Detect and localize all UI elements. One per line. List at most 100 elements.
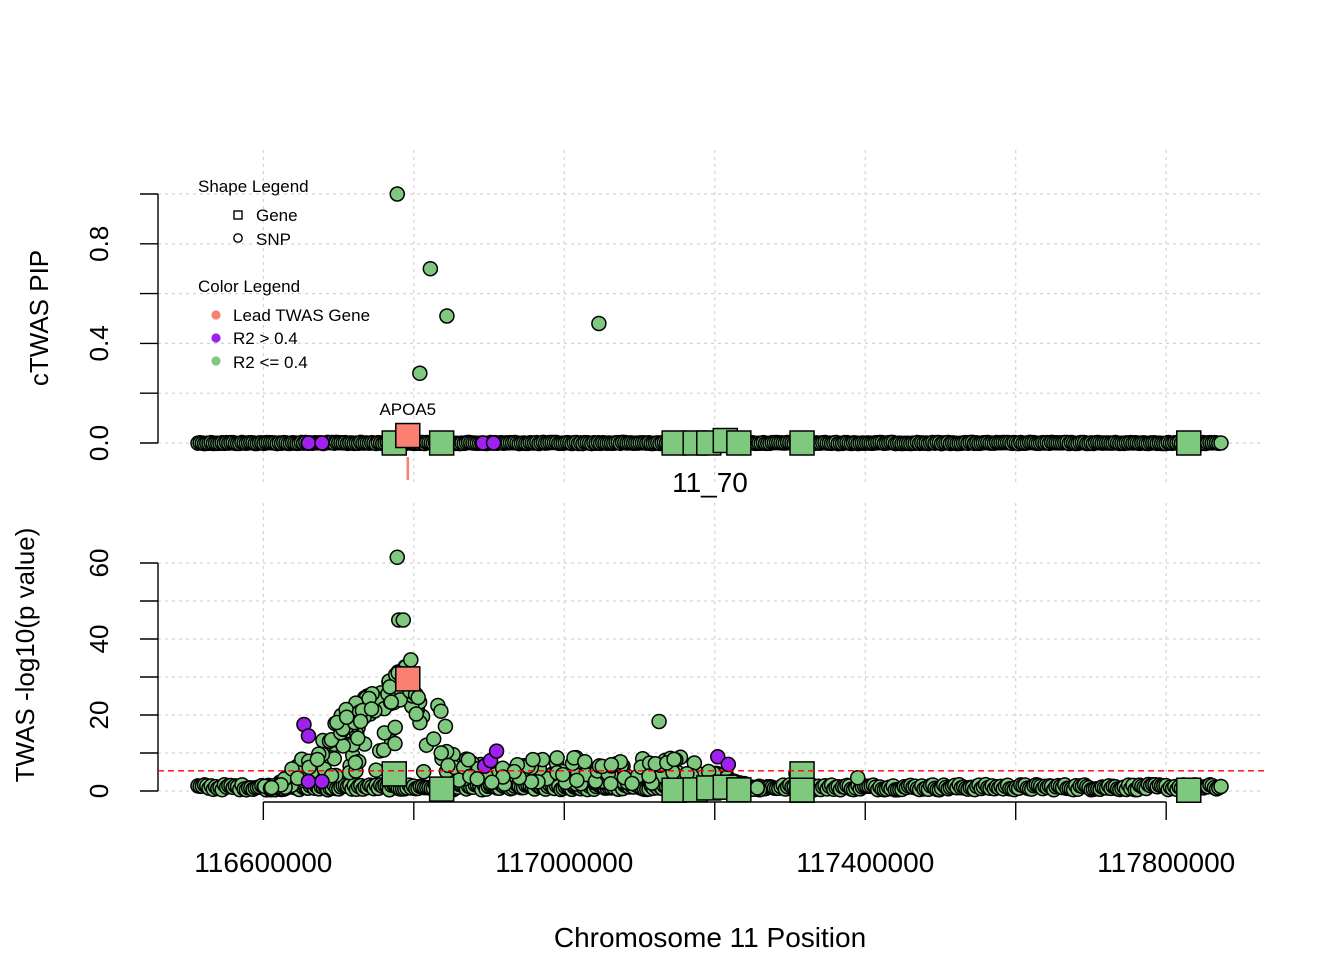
twas-points [190, 549, 1229, 803]
twas-high-r2-snp [720, 756, 737, 773]
twas-snp [375, 742, 392, 758]
twas-peak-snp [363, 701, 380, 717]
twas-peak-snp [383, 694, 400, 710]
twas-snp [425, 731, 442, 747]
twas-peak-snp [408, 706, 425, 722]
pip-snp [389, 186, 406, 202]
twas-snp [569, 772, 585, 789]
twas-notable-snp [651, 713, 667, 730]
pip-snp [412, 365, 428, 382]
color-legend-high-r2: R2 > 0.4 [233, 329, 298, 348]
legend: Shape Legend Gene SNP Color Legend Lead … [198, 177, 370, 372]
twas-snp [749, 780, 766, 796]
pip-high-r2-snp [300, 435, 317, 451]
twas-snp [603, 775, 619, 792]
twas-gene [726, 777, 752, 803]
lead-gene-label: APOA5 [379, 400, 436, 419]
high-r2-color-swatch [211, 333, 221, 343]
twas-snp [387, 735, 403, 752]
twas-y-tick-label: 40 [84, 625, 114, 654]
pip-lead-gene [395, 422, 421, 449]
twas-y-tick-label: 0 [84, 784, 114, 798]
color-legend-lead: Lead TWAS Gene [233, 306, 370, 325]
twas-snp [469, 771, 485, 787]
twas-y-tick-label: 60 [84, 549, 114, 578]
pip-y-tick-label: 0.0 [84, 425, 114, 461]
twas-gene [381, 761, 407, 787]
gene-shape-swatch [233, 210, 243, 220]
shape-legend-snp: SNP [256, 230, 291, 249]
twas-notable-snp [433, 703, 449, 719]
twas-snp [349, 730, 366, 746]
twas-snp [603, 756, 620, 773]
pip-snp [439, 308, 455, 324]
twas-snp [387, 719, 403, 736]
twas-snp [309, 751, 326, 768]
twas-y-axis-label: TWAS -log10(p value) [10, 528, 40, 783]
twas-gene [661, 777, 687, 803]
twas-snp [549, 750, 565, 766]
twas-notable-snp [437, 718, 454, 735]
twas-notable-snp [389, 549, 406, 566]
pip-panel: 0.0 0.4 0.8 cTWAS PIP APOA5 11_70 Shape Leg… [24, 150, 1264, 498]
twas-high-r2-snp [314, 773, 330, 790]
twas-snp [624, 775, 640, 792]
twas-gene [428, 776, 455, 802]
pip-high-r2-snp [485, 435, 502, 451]
twas-notable-snp [849, 769, 866, 786]
twas-lead-gene [395, 666, 421, 692]
lead-gene-color-swatch [211, 310, 221, 320]
twas-peak-snp [352, 713, 369, 730]
twas-y-axis: 0 20 40 60 [84, 549, 159, 798]
pip-snp [422, 260, 439, 277]
twas-peak-snp [410, 689, 426, 706]
pip-baseline-snp [1213, 435, 1229, 451]
pip-y-axis-label: cTWAS PIP [24, 250, 54, 386]
pip-annotations: APOA5 11_70 [379, 400, 747, 498]
twas-peak-snp [382, 679, 398, 695]
twas-snp [415, 763, 432, 780]
pip-y-axis: 0.0 0.4 0.8 [84, 193, 159, 461]
twas-notable-snp [395, 612, 412, 628]
twas-baseline-snp [1213, 778, 1229, 795]
pip-gene [726, 430, 752, 456]
region-label: 11_70 [672, 467, 748, 498]
twas-high-r2-snp [300, 728, 317, 744]
twas-snp [347, 754, 364, 771]
pip-y-tick-label: 0.8 [84, 226, 114, 262]
pip-gene [1176, 430, 1202, 456]
x-axis: 116600000 117000000 117400000 117800000 [194, 801, 1235, 878]
snp-shape-swatch [233, 233, 243, 243]
pip-gene [789, 430, 815, 456]
x-tick-label: 117800000 [1097, 847, 1235, 878]
x-tick-label: 117000000 [495, 847, 633, 878]
twas-peak-snp [338, 709, 355, 725]
pip-y-tick-label: 0.4 [84, 325, 114, 361]
twas-snp [577, 753, 593, 770]
pip-gene [428, 430, 455, 456]
twas-snp [555, 766, 571, 783]
twas-snp [484, 774, 500, 790]
x-tick-label: 117400000 [796, 847, 934, 878]
shape-legend-gene: Gene [256, 206, 298, 225]
twas-snp [525, 751, 541, 768]
x-axis-label: Chromosome 11 Position [554, 922, 866, 953]
color-legend-title: Color Legend [198, 277, 300, 296]
twas-snp [641, 768, 657, 784]
color-legend-low-r2: R2 <= 0.4 [233, 353, 308, 372]
twas-snp [460, 752, 477, 768]
pip-points [190, 186, 1229, 456]
twas-notable-snp [403, 652, 419, 668]
twas-snp [433, 745, 449, 761]
pip-high-r2-snp [314, 435, 330, 451]
twas-gene [789, 777, 815, 803]
twas-high-r2-snp [300, 773, 317, 790]
twas-y-tick-label: 20 [84, 701, 114, 730]
twas-snp [263, 779, 280, 796]
twas-gene [1176, 777, 1202, 803]
twas-high-r2-snp [488, 743, 505, 759]
shape-legend-title: Shape Legend [198, 177, 309, 196]
x-tick-label: 116600000 [194, 847, 332, 878]
